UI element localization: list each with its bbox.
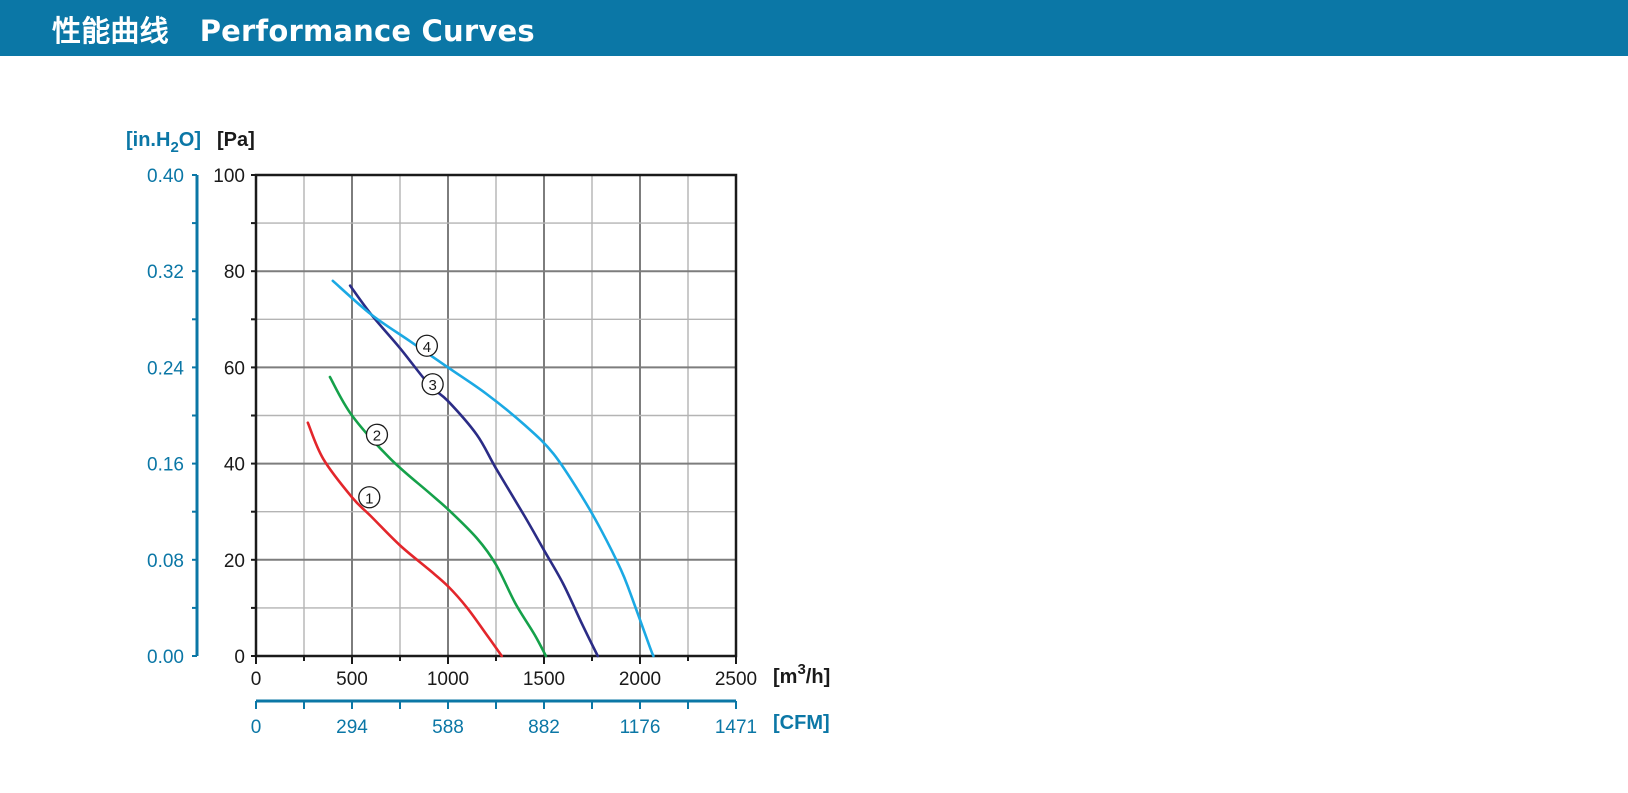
- y-axis-label: [Pa]: [217, 129, 255, 151]
- inh2o-axis-label: [in.H2O]: [126, 129, 201, 156]
- curve-1-marker-label: 1: [365, 490, 373, 507]
- cfm-tick-label: 1176: [620, 717, 661, 738]
- y-tick-label: 0: [234, 647, 245, 668]
- y-tick-label: 100: [213, 166, 245, 187]
- y-tick-label: 60: [224, 358, 245, 379]
- x-tick-label: 2000: [619, 669, 661, 690]
- inh2o-tick-label: 0.16: [147, 455, 184, 476]
- inh2o-tick-label: 0.24: [147, 358, 184, 379]
- curve-2-marker-circle: [365, 423, 389, 446]
- curve-3-marker-label: 3: [428, 377, 436, 394]
- curve-4-marker-circle: [415, 334, 439, 357]
- curve-4: [331, 279, 655, 658]
- inh2o-tick-label: 0.00: [147, 647, 184, 668]
- y-tick-label: 80: [224, 262, 245, 283]
- y-tick-label: 20: [224, 551, 245, 572]
- cfm-tick-label: 1471: [715, 717, 757, 738]
- curve-4-marker-label: 4: [423, 339, 431, 356]
- x-axis-label: [m3/h]: [773, 661, 830, 688]
- cfm-tick-label: 0: [251, 717, 262, 738]
- x-tick-label: 0: [251, 669, 262, 690]
- header-bar: 性能曲线 Performance Curves: [0, 0, 1628, 56]
- x-tick-label: 1000: [427, 669, 469, 690]
- curve-2-marker-label: 2: [373, 428, 381, 445]
- cfm-axis-label: [CFM]: [773, 712, 830, 734]
- inh2o-tick-label: 0.32: [147, 262, 184, 283]
- x-tick-label: 1500: [523, 669, 565, 690]
- curve-1-marker-circle: [358, 486, 381, 509]
- cfm-tick-label: 294: [336, 717, 368, 738]
- y-tick-label: 40: [224, 455, 245, 476]
- cfm-tick-label: 882: [528, 717, 560, 738]
- inh2o-tick-label: 0.40: [147, 166, 184, 187]
- cfm-tick-label: 588: [432, 717, 464, 738]
- x-tick-label: 500: [336, 669, 368, 690]
- curve-3-marker-circle: [421, 373, 444, 396]
- page-title: 性能曲线 Performance Curves: [52, 8, 535, 50]
- inh2o-tick-label: 0.08: [147, 551, 184, 572]
- page-title-cn: 性能曲线: [52, 14, 169, 48]
- x-tick-label: 2500: [715, 669, 757, 690]
- curve-1: [306, 421, 504, 658]
- curve-2: [328, 375, 548, 658]
- curve-3: [348, 284, 600, 658]
- page-title-en: Performance Curves: [199, 14, 535, 48]
